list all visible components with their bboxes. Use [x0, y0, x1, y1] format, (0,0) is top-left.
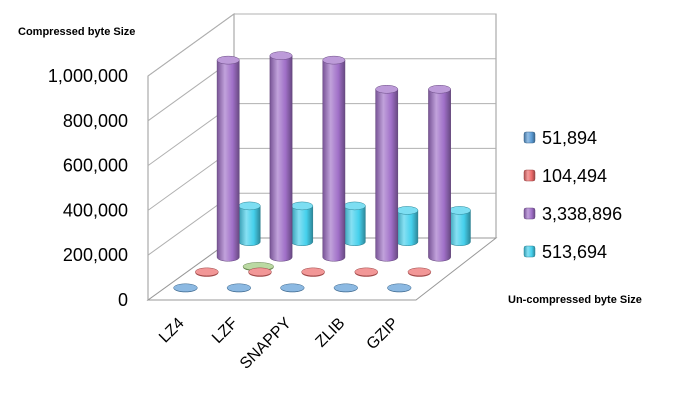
- bar-gzip-series-1: [387, 283, 412, 293]
- y-axis-ticks: 0 200,000 400,000 600,000 800,000 1,000,000: [48, 66, 128, 310]
- chart-marks: [173, 51, 471, 293]
- bar-snappy-series-4: [343, 201, 366, 246]
- bar-lzf-series-1: [226, 283, 251, 293]
- legend-label: 104,494: [542, 166, 607, 186]
- bar-snappy-series-3: [322, 55, 346, 262]
- legend-label: 513,694: [542, 242, 607, 262]
- y-tick-label: 800,000: [63, 111, 128, 131]
- x-tick-label-lz4: LZ4: [156, 315, 188, 347]
- x-tick-label-gzip: GZIP: [364, 315, 402, 353]
- bar-lz4-series-4: [238, 201, 261, 246]
- x-tick-label-snappy: SNAPPY: [237, 315, 295, 373]
- legend-label: 51,894: [542, 128, 597, 148]
- y-tick-label: 1,000,000: [48, 66, 128, 86]
- legend-swatch: [523, 207, 536, 220]
- y-tick-label: 0: [118, 290, 128, 310]
- legend-swatch: [523, 169, 536, 182]
- x-tick-label-zlib: ZLIB: [313, 315, 349, 351]
- bar-gzip-series-2: [407, 267, 432, 277]
- gridline: [147, 13, 496, 77]
- chart-title: Compressed byte Size: [18, 26, 135, 38]
- legend-item: 3,338,896: [523, 204, 622, 224]
- bar-snappy-series-1: [280, 283, 305, 293]
- legend: 51,894 104,494 3,338,896 513,694: [523, 128, 622, 262]
- bar-snappy-series-2: [301, 267, 325, 277]
- bar-lz4-series-1: [173, 283, 198, 293]
- bar-lzf-series-4: [291, 201, 314, 246]
- legend-label: 3,338,896: [542, 204, 622, 224]
- bar-zlib-series-4: [396, 206, 419, 246]
- bar-lzf-series-3: [269, 51, 293, 262]
- x-tick-label-lzf: LZF: [209, 315, 241, 347]
- z-axis-label: Un-compressed byte Size: [508, 294, 642, 306]
- bar-zlib-series-2: [354, 267, 378, 277]
- y-tick-label: 200,000: [63, 245, 128, 265]
- legend-item: 104,494: [523, 166, 607, 186]
- y-tick-label: 600,000: [63, 156, 128, 176]
- legend-item: 51,894: [523, 128, 597, 148]
- legend-item: 513,694: [523, 242, 607, 262]
- legend-swatch: [523, 131, 536, 144]
- bar-gzip-series-3: [428, 85, 451, 262]
- bar-gzip-series-4: [448, 206, 471, 246]
- bar-zlib-series-1: [333, 283, 358, 293]
- bar-lz4-series-2: [195, 267, 219, 277]
- bar-lzf-series-2: [248, 267, 272, 277]
- y-tick-label: 400,000: [63, 200, 128, 220]
- bar-zlib-series-3: [375, 85, 399, 262]
- bar-lz4-series-3: [216, 55, 240, 262]
- legend-swatch: [523, 245, 536, 258]
